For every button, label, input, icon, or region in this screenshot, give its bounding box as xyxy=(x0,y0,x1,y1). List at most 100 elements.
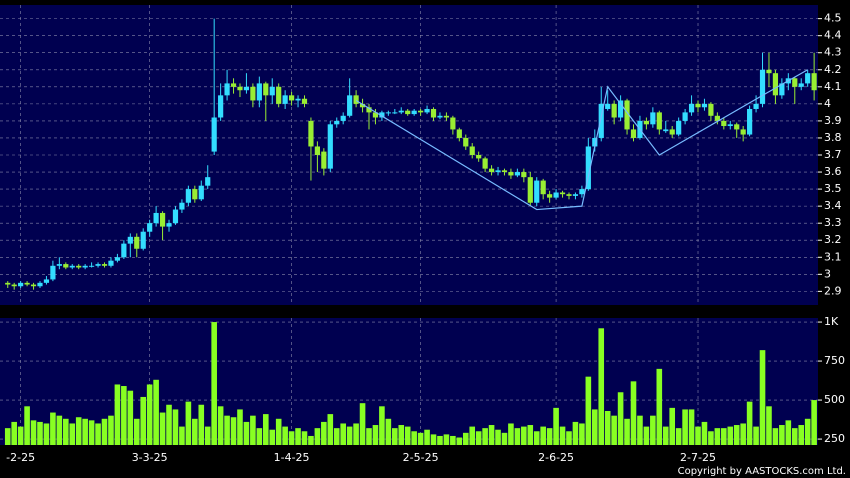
candle-body xyxy=(766,69,772,74)
candle-body xyxy=(159,212,166,227)
volume-bar xyxy=(101,418,108,445)
volume-bar xyxy=(424,429,430,445)
volume-bar xyxy=(533,431,540,445)
candle-body xyxy=(256,83,262,101)
candle-body xyxy=(334,120,340,125)
volume-bar xyxy=(114,384,121,445)
volume-bar xyxy=(211,322,217,445)
volume-bar xyxy=(637,415,643,445)
x-tick-label: 2-7-25 xyxy=(680,451,716,464)
candle-body xyxy=(327,124,333,169)
volume-bar xyxy=(662,426,669,445)
volume-bar xyxy=(159,412,166,445)
volume-bar xyxy=(243,421,250,445)
candle-body xyxy=(624,100,630,130)
candle-body xyxy=(121,243,127,258)
volume-bar xyxy=(63,418,69,445)
y-tick-label: 4.1 xyxy=(824,80,842,93)
candle-body xyxy=(89,265,95,267)
volume-bar xyxy=(656,368,663,445)
y-tick-label: 3.1 xyxy=(824,250,842,263)
candle-body xyxy=(101,264,108,266)
candle-body xyxy=(437,115,443,118)
candle-body xyxy=(63,264,69,268)
candle-body xyxy=(721,120,727,127)
volume-bar xyxy=(746,401,753,445)
candle-body xyxy=(301,98,308,104)
y-tick-label: 750 xyxy=(824,354,845,367)
volume-bar xyxy=(359,403,366,445)
volume-bar xyxy=(95,423,101,445)
volume-bar xyxy=(321,421,327,445)
candle-body xyxy=(243,86,250,91)
x-tick-label: -2-25 xyxy=(6,451,35,464)
candle-body xyxy=(127,236,133,244)
volume-bar xyxy=(514,428,521,445)
volume-bar xyxy=(204,426,211,445)
candle-body xyxy=(676,120,682,135)
volume-bar xyxy=(172,409,179,445)
volume-bar xyxy=(237,409,243,445)
volume-bar xyxy=(166,404,172,445)
candle-body xyxy=(153,212,159,224)
candle-body xyxy=(205,177,211,186)
candle-body xyxy=(30,284,37,287)
candle-body xyxy=(798,83,804,87)
volume-bar xyxy=(88,420,95,445)
candle-body xyxy=(566,194,572,196)
y-tick-label: 4.3 xyxy=(824,46,842,59)
candle-body xyxy=(50,265,56,280)
y-tick-label: 500 xyxy=(824,393,845,406)
volume-bar xyxy=(398,425,405,445)
candle-body xyxy=(192,189,198,200)
volume-bar xyxy=(327,414,334,445)
volume-bar xyxy=(462,432,469,445)
volume-bar xyxy=(714,428,721,445)
candle-body xyxy=(114,257,121,261)
x-tick-label: 1-4-25 xyxy=(274,451,310,464)
volume-bar xyxy=(82,418,88,445)
volume-bar xyxy=(346,426,353,445)
candle-body xyxy=(18,282,24,287)
volume-bar xyxy=(372,425,379,445)
candle-body xyxy=(185,189,191,203)
candle-body xyxy=(469,146,475,155)
candle-body xyxy=(740,129,746,135)
candle-body xyxy=(501,170,508,173)
candle-body xyxy=(682,112,688,121)
candle-body xyxy=(585,146,591,190)
candle-body xyxy=(488,168,495,173)
candle-body xyxy=(611,103,617,118)
candle-body xyxy=(276,86,282,104)
candle-body xyxy=(753,103,759,109)
volume-bar xyxy=(366,428,372,445)
candle-body xyxy=(405,110,411,115)
candle-body xyxy=(56,264,62,266)
candle-body xyxy=(656,112,662,130)
candle-body xyxy=(353,95,359,104)
volume-bar xyxy=(430,434,437,445)
volume-bar xyxy=(224,415,230,445)
candle-body xyxy=(792,78,798,87)
candle-body xyxy=(398,110,404,113)
volume-bar xyxy=(392,428,398,445)
candle-body xyxy=(269,86,275,96)
candle-body xyxy=(198,185,204,200)
volume-bar xyxy=(469,426,476,445)
candle-body xyxy=(372,112,379,118)
volume-bar xyxy=(753,426,759,445)
volume-bar xyxy=(669,407,676,445)
candle-body xyxy=(701,103,708,108)
volume-bar xyxy=(301,431,308,445)
candle-body xyxy=(5,282,11,285)
volume-bar xyxy=(675,428,682,445)
candle-body xyxy=(547,194,553,198)
candle-body xyxy=(288,95,295,101)
volume-bar xyxy=(69,423,76,445)
y-tick-label: 3.5 xyxy=(824,182,842,195)
volume-bar xyxy=(766,406,772,445)
candle-body xyxy=(779,83,785,96)
y-tick-label: 2.9 xyxy=(824,284,842,297)
candle-body xyxy=(166,223,172,227)
volume-bar xyxy=(521,426,527,445)
